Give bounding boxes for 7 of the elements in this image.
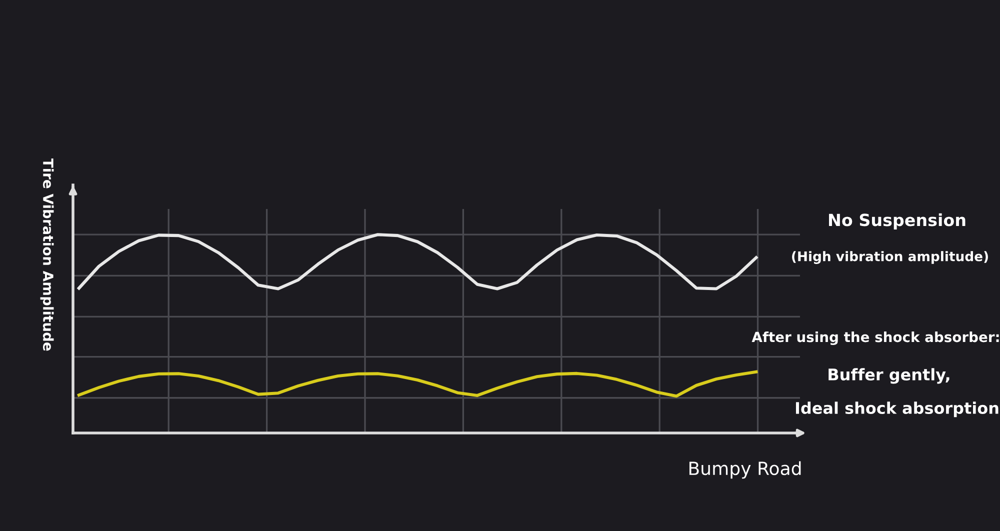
annotation: After using the shock absorber: [752,331,999,346]
text: (High vibration amplitude) [792,251,988,264]
x-axis-title: Bumpy Road [689,461,801,479]
y-axis-title: Tire Vibration Amplitude [40,158,54,351]
text: No Suspension [829,213,966,230]
text: Buffer gently, [828,368,950,384]
text: Ideal shock absorption [796,402,998,418]
